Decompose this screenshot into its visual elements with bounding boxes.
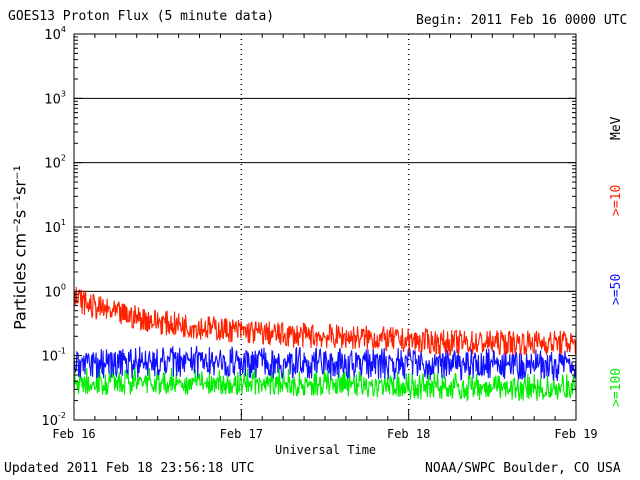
x-tick-label: Feb 18 [387, 427, 430, 441]
chart-title: GOES13 Proton Flux (5 minute data) [8, 9, 275, 24]
begin-time: Begin: 2011 Feb 16 0000 UTC [416, 13, 628, 28]
y-tick-label: 100 [44, 282, 66, 300]
grid-layer [74, 34, 576, 420]
series-line-ge10 [73, 286, 577, 357]
series-layer [73, 286, 577, 403]
y-tick-label: 101 [44, 218, 66, 236]
updated-time: Updated 2011 Feb 18 23:56:18 UTC [4, 461, 255, 476]
ticks-layer [73, 33, 577, 421]
y-tick-label: 103 [44, 89, 66, 107]
x-axis-label: Universal Time [275, 443, 377, 457]
series-line-ge50 [73, 345, 577, 382]
x-tick-label: Feb 17 [220, 427, 263, 441]
y-tick-label: 104 [44, 25, 66, 43]
x-tick-label: Feb 16 [52, 427, 95, 441]
x-tick-label: Feb 19 [554, 427, 597, 441]
series-line-ge100 [73, 367, 577, 403]
credit-label: NOAA/SWPC Boulder, CO USA [425, 461, 621, 476]
y-tick-label: 10-1 [41, 347, 66, 365]
y-tick-label: 102 [44, 154, 66, 172]
